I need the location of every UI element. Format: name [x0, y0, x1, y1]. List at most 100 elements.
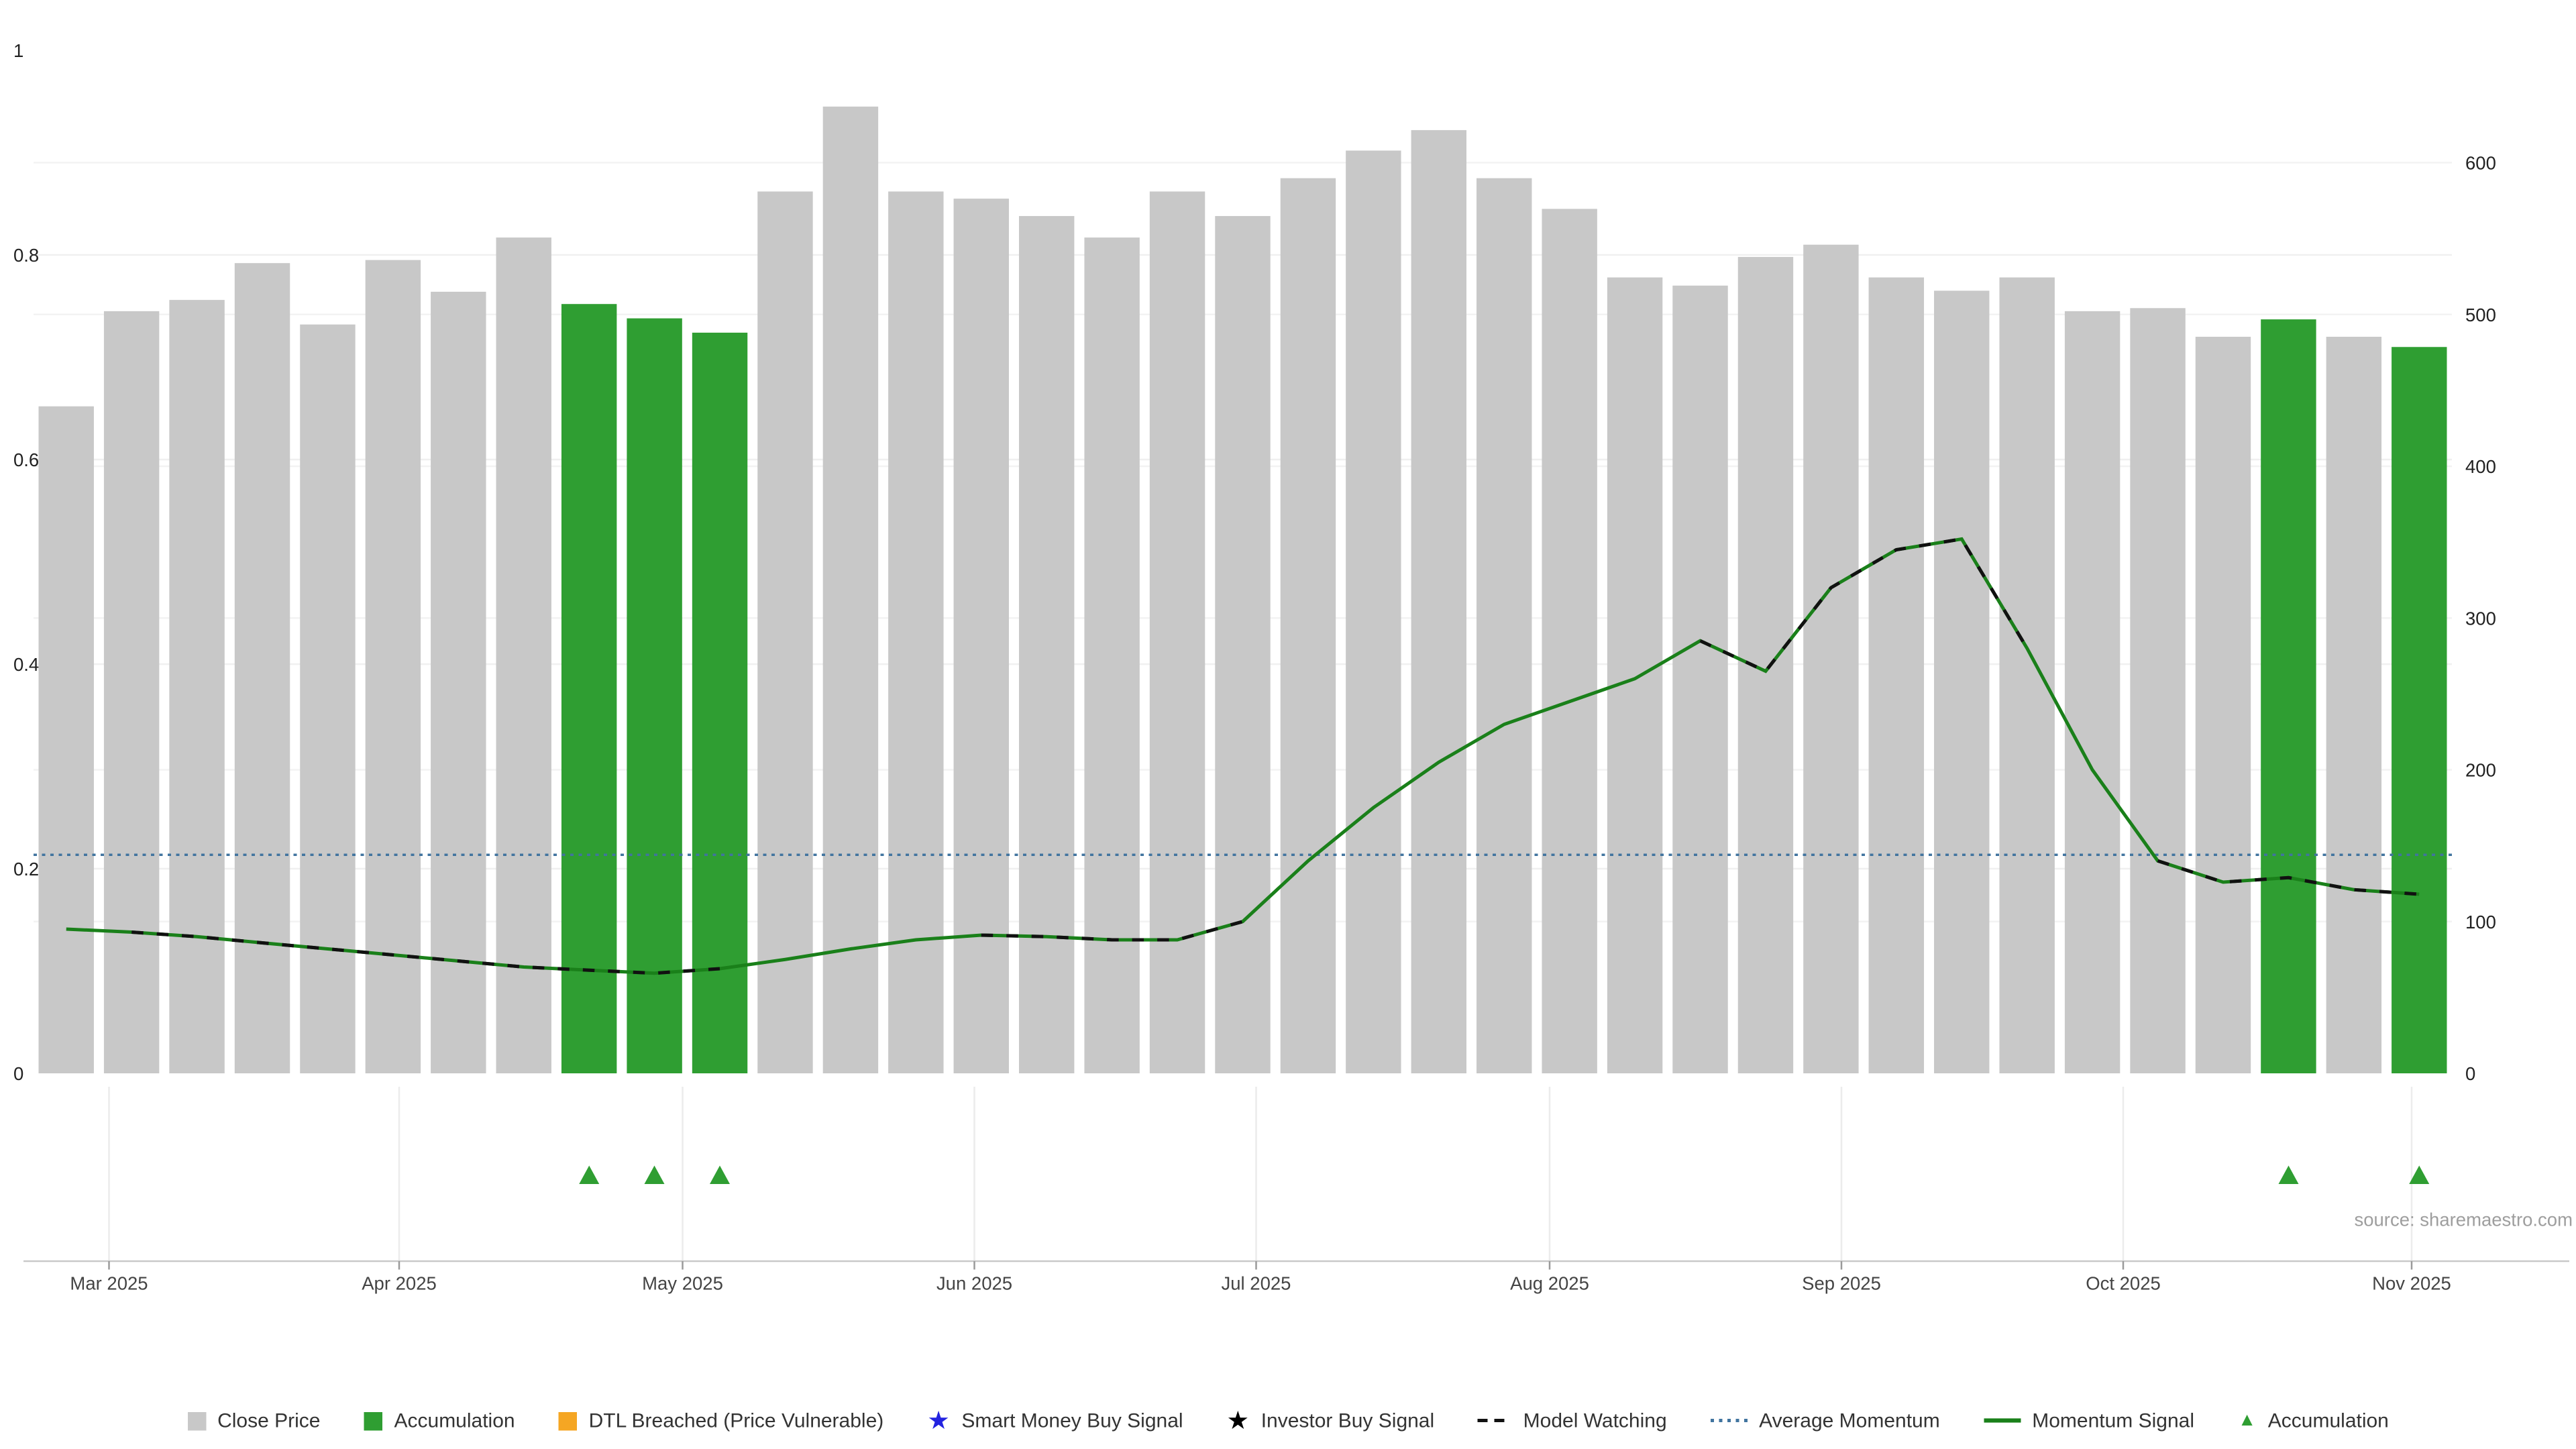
close-price-bars [38, 106, 2447, 1074]
x-tick-label: May 2025 [642, 1273, 723, 1294]
close-price-bar [365, 260, 421, 1073]
right-axis-tick-label: 600 [2465, 153, 2496, 174]
accumulation-bar [2392, 347, 2447, 1073]
legend-item-accumulation-marker: ▲ Accumulation [2238, 1409, 2389, 1432]
legend-label: Close Price [217, 1409, 321, 1432]
close-price-bar [1018, 216, 1075, 1073]
close-price-bar [1803, 244, 1859, 1073]
legend-label: Momentum Signal [2032, 1409, 2195, 1432]
close-price-swatch-icon [187, 1411, 206, 1430]
accumulation-triangle-icon [710, 1165, 730, 1184]
right-axis-labels: 0 100 200 300 400 500 600 [2465, 153, 2496, 1085]
close-price-bar [234, 263, 290, 1074]
left-axis-tick-label: 0.6 [13, 449, 39, 470]
accumulation-triangle-icon [579, 1165, 600, 1184]
x-tick-label: Oct 2025 [2086, 1273, 2161, 1294]
model-watching-dashes [131, 537, 2420, 975]
accumulation-bar [2261, 319, 2316, 1074]
accumulation-bar [561, 304, 617, 1074]
legend-item-model-watching: Model Watching [1478, 1409, 1667, 1432]
x-tick-label: Nov 2025 [2372, 1273, 2451, 1294]
x-tick-label: Apr 2025 [362, 1273, 437, 1294]
left-axis-tick-label: 0.2 [13, 859, 39, 879]
close-price-bar [1084, 237, 1140, 1074]
blue-dotted-line-icon [1710, 1419, 1748, 1422]
blue-star-icon: ★ [927, 1406, 950, 1435]
close-price-bar [1346, 150, 1401, 1074]
x-tick-label: Sep 2025 [1802, 1273, 1881, 1294]
left-axis-tick-label: 1 [13, 40, 23, 61]
black-dashed-line-icon [1478, 1419, 1512, 1422]
accumulation-triangle-icon [2409, 1165, 2430, 1184]
close-price-bar [103, 311, 160, 1073]
green-triangle-icon: ▲ [2238, 1409, 2257, 1430]
legend-item-accumulation-bar: Accumulation [364, 1409, 515, 1432]
close-price-bar [169, 300, 225, 1073]
close-price-bar [2326, 337, 2382, 1073]
legend-item-close-price: Close Price [187, 1409, 321, 1432]
legend-label: Smart Money Buy Signal [961, 1409, 1183, 1432]
legend-item-smart-money-buy-signal: ★ Smart Money Buy Signal [927, 1406, 1183, 1435]
legend-label: Accumulation [394, 1409, 515, 1432]
left-axis-labels: 0 0.2 0.4 0.6 0.8 1 [13, 40, 39, 1084]
chart-legend: Close Price Accumulation DTL Breached (P… [0, 1406, 2576, 1435]
accumulation-swatch-icon [364, 1411, 382, 1430]
x-tick-label: Jun 2025 [936, 1273, 1012, 1294]
accumulation-triangle-icon [644, 1165, 665, 1184]
legend-item-investor-buy-signal: ★ Investor Buy Signal [1226, 1406, 1435, 1435]
close-price-bar [2130, 308, 2186, 1073]
right-axis-tick-label: 300 [2465, 608, 2496, 629]
left-axis-tick-label: 0.8 [13, 245, 39, 266]
close-price-bar [757, 191, 813, 1074]
close-price-bar [1672, 285, 1728, 1073]
close-price-bar [38, 406, 94, 1073]
close-price-bar [300, 324, 356, 1074]
right-axis-tick-label: 0 [2465, 1063, 2475, 1084]
legend-label: Average Momentum [1759, 1409, 1940, 1432]
close-price-bar [1215, 216, 1271, 1073]
close-price-bar [1868, 277, 1925, 1073]
close-price-bar [1542, 209, 1597, 1073]
close-price-bar [888, 191, 944, 1074]
close-price-bar [1477, 178, 1532, 1073]
close-price-bar [1737, 257, 1794, 1073]
accumulation-triangle-icon [2278, 1165, 2299, 1184]
x-tick-label: Jul 2025 [1222, 1273, 1291, 1294]
right-axis-tick-label: 500 [2465, 305, 2496, 325]
legend-label: Investor Buy Signal [1260, 1409, 1435, 1432]
x-tick-label: Mar 2025 [70, 1273, 148, 1294]
close-price-bar [431, 291, 486, 1073]
close-price-bar [953, 199, 1009, 1073]
left-axis-tick-label: 0.4 [13, 654, 39, 675]
legend-item-dtl-breached: DTL Breached (Price Vulnerable) [558, 1409, 884, 1432]
accumulation-bar [627, 318, 682, 1073]
close-price-bar [1934, 290, 1990, 1073]
legend-item-average-momentum: Average Momentum [1710, 1409, 1940, 1432]
close-price-bar [2195, 337, 2251, 1073]
close-price-bar [496, 237, 551, 1074]
legend-label: DTL Breached (Price Vulnerable) [588, 1409, 884, 1432]
dtl-breached-swatch-icon [558, 1411, 578, 1430]
close-price-bar [1149, 191, 1205, 1074]
x-tick-label: Aug 2025 [1510, 1273, 1589, 1294]
legend-item-momentum-signal: Momentum Signal [1983, 1409, 2195, 1432]
accumulation-markers [579, 1165, 2430, 1184]
close-price-bar [1999, 277, 2055, 1073]
close-price-bar [1411, 129, 1466, 1074]
legend-label: Model Watching [1523, 1409, 1667, 1432]
right-axis-tick-label: 200 [2465, 760, 2496, 781]
close-price-bar [1280, 178, 1336, 1073]
accumulation-bar [692, 332, 748, 1073]
close-price-bar [1607, 277, 1663, 1073]
source-note: source: sharemaestro.com [2354, 1211, 2573, 1231]
close-price-bar [822, 106, 879, 1073]
left-axis-tick-label: 0 [13, 1063, 23, 1084]
legend-label: Accumulation [2267, 1409, 2389, 1432]
black-star-icon: ★ [1226, 1406, 1250, 1435]
right-axis-tick-label: 100 [2465, 912, 2496, 932]
close-price-bar [2064, 311, 2121, 1073]
x-axis: Mar 2025 Apr 2025 May 2025 Jun 2025 Jul 2025… [23, 1087, 2569, 1294]
green-line-icon [1983, 1418, 2021, 1423]
